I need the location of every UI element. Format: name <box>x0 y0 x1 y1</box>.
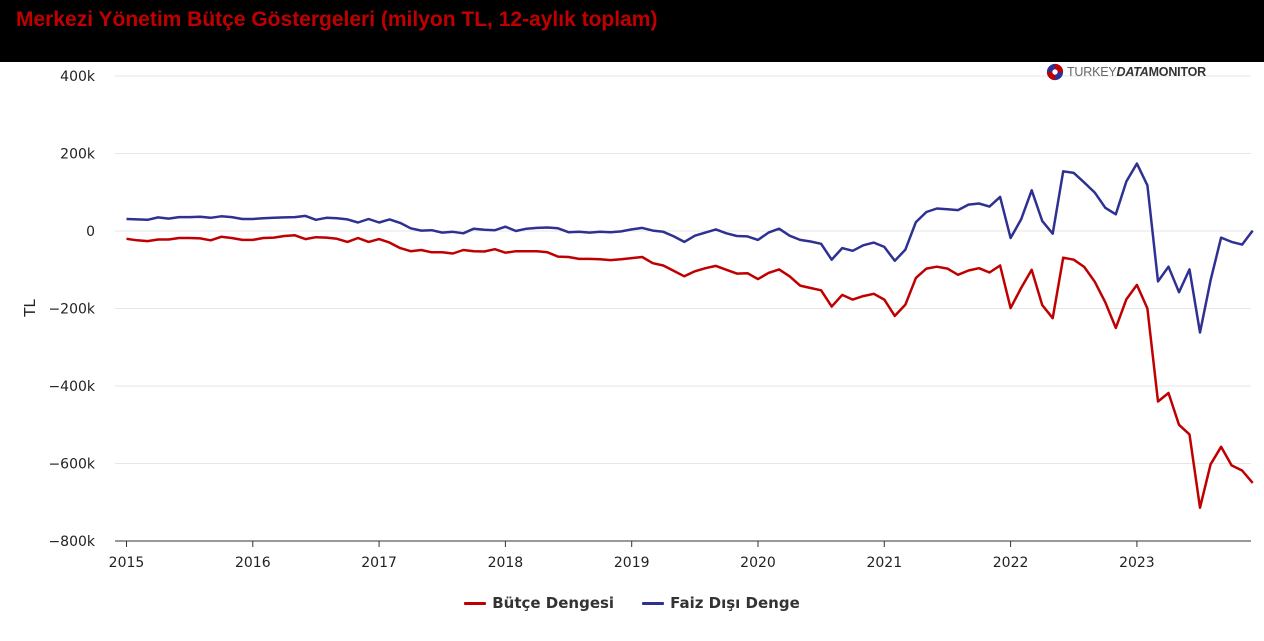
chart-legend: Bütçe Dengesi Faiz Dışı Denge <box>0 594 1264 612</box>
x-tick-label: 2019 <box>614 555 650 571</box>
series-line-faiz-d-denge[interactable] <box>126 162 1254 334</box>
y-tick-label: −800k <box>48 534 95 550</box>
legend-label: Faiz Dışı Denge <box>670 594 800 612</box>
legend-swatch <box>642 601 665 605</box>
y-tick-label: 400k <box>60 69 96 85</box>
series-lines <box>126 162 1254 509</box>
legend-item-butce-dengesi[interactable]: Bütçe Dengesi <box>464 594 614 612</box>
logo-text: TURKEYDATAMONITOR <box>1067 65 1206 79</box>
chart-header: Merkezi Yönetim Bütçe Göstergeleri (mily… <box>0 0 1264 62</box>
y-tick-label: −200k <box>48 302 95 318</box>
globe-logo-icon <box>1046 63 1064 81</box>
y-tick-label: 0 <box>86 224 95 240</box>
x-tick-label: 2023 <box>1119 555 1155 571</box>
legend-swatch <box>464 601 487 605</box>
legend-item-faiz-disi-denge[interactable]: Faiz Dışı Denge <box>642 594 800 612</box>
x-tick-label: 2016 <box>235 555 271 571</box>
y-axis-title: TL <box>21 299 39 318</box>
y-axis-ticks: 400k 200k 0 −200k −400k −600k −800k <box>48 69 95 550</box>
y-tick-label: −600k <box>48 457 95 473</box>
x-axis-ticks: 2015 2016 2017 2018 2019 2020 2021 2022 2023 <box>109 541 1155 571</box>
y-tick-label: −400k <box>48 379 95 395</box>
x-tick-label: 2017 <box>361 555 397 571</box>
x-tick-label: 2018 <box>488 555 524 571</box>
y-tick-label: 200k <box>60 147 96 163</box>
x-tick-label: 2021 <box>866 555 902 571</box>
brand-logo: TURKEYDATAMONITOR <box>1046 62 1206 82</box>
legend-label: Bütçe Dengesi <box>492 594 615 612</box>
x-tick-label: 2015 <box>109 555 145 571</box>
gridlines <box>115 75 1251 464</box>
chart-title: Merkezi Yönetim Bütçe Göstergeleri (mily… <box>16 8 658 31</box>
x-tick-label: 2022 <box>993 555 1029 571</box>
x-tick-label: 2020 <box>740 555 776 571</box>
series-line-b-t-e-dengesi[interactable] <box>126 234 1254 509</box>
